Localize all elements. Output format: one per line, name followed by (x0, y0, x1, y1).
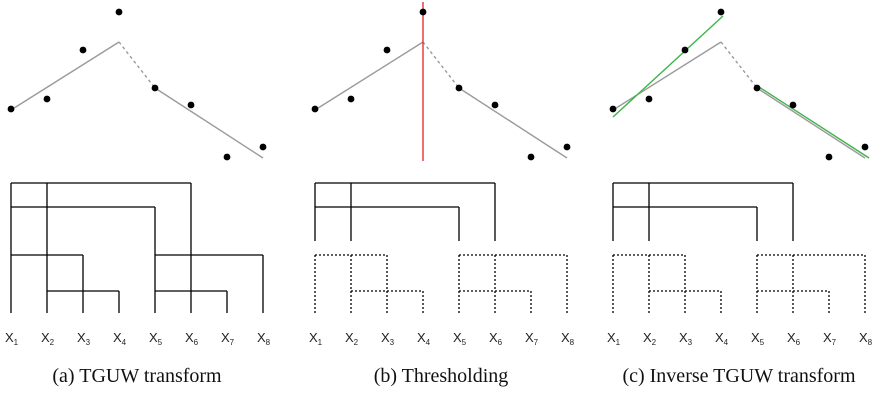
x-label-subscript: 5 (158, 338, 163, 347)
x-label-subscript: 6 (796, 338, 801, 347)
panel-inverse-tguw-transform: X1 X2 X3 X4 X5 X6 X7 X8 (c) Inverse TGUW transfo… (607, 8, 873, 387)
x-label: X3 (381, 330, 395, 347)
tree-lower-dotted (612, 254, 866, 313)
data-point (609, 105, 617, 113)
data-point (563, 143, 571, 151)
data-point (7, 105, 15, 113)
data-point (347, 95, 355, 103)
fit-line (314, 41, 424, 111)
data-point (717, 8, 725, 16)
data-point (151, 84, 159, 92)
tree-lower-dotted (314, 254, 568, 313)
data-point (311, 105, 319, 113)
x-label-subscript: 1 (318, 338, 323, 347)
data-point (259, 143, 267, 151)
x-label: X6 (489, 330, 503, 347)
x-label-subscript: 7 (534, 338, 539, 347)
panel-caption: (a) TGUW transform (52, 365, 222, 387)
data-point (43, 95, 51, 103)
x-label: X3 (679, 330, 693, 347)
data-point (789, 101, 797, 109)
data-point (753, 84, 761, 92)
x-label-subscript: 5 (462, 338, 467, 347)
x-label: X2 (345, 330, 359, 347)
x-label: X4 (417, 330, 431, 347)
data-point (527, 153, 535, 161)
data-point (419, 8, 427, 16)
x-label-subscript: 4 (724, 338, 729, 347)
data-point (861, 143, 869, 151)
x-label-subscript: 3 (688, 338, 693, 347)
x-label-subscript: 2 (354, 338, 359, 347)
x-label: X2 (41, 330, 55, 347)
x-label: X6 (787, 330, 801, 347)
x-label: X5 (751, 330, 765, 347)
reconstruction-line (612, 15, 724, 118)
x-label-subscript: 6 (498, 338, 503, 347)
panel-caption: (b) Thresholding (374, 365, 509, 387)
x-label-subscript: 6 (194, 338, 199, 347)
x-label: X8 (561, 330, 575, 347)
fit-line (756, 87, 866, 159)
x-label: X7 (823, 330, 837, 347)
panel-tguw-transform: X1 X2 X3 X4 X5 X6 X7 X8 (a) TGUW transform (5, 8, 271, 387)
x-label: X4 (113, 330, 127, 347)
x-label: X7 (221, 330, 235, 347)
data-point (79, 46, 87, 54)
data-point (455, 84, 463, 92)
x-label-subscript: 3 (390, 338, 395, 347)
x-label-subscript: 8 (266, 338, 271, 347)
x-label-subscript: 5 (760, 338, 765, 347)
tree-solid (10, 182, 264, 313)
tree-top-solid (612, 182, 794, 241)
fit-line-dashed (720, 41, 758, 89)
fit-line-dashed (118, 41, 156, 89)
data-point (681, 46, 689, 54)
x-label-subscript: 2 (50, 338, 55, 347)
x-label-subscript: 1 (616, 338, 621, 347)
data-point (223, 153, 231, 161)
x-label-subscript: 2 (652, 338, 657, 347)
x-label: X8 (859, 330, 873, 347)
x-label-subscript: 7 (230, 338, 235, 347)
fit-line (10, 41, 120, 111)
x-label: X1 (309, 330, 323, 347)
x-label-subscript: 1 (14, 338, 19, 347)
x-label: X1 (5, 330, 19, 347)
x-label: X6 (185, 330, 199, 347)
x-label-subscript: 4 (426, 338, 431, 347)
x-label: X2 (643, 330, 657, 347)
data-point (491, 101, 499, 109)
tree-top-solid (314, 182, 496, 241)
x-label-subscript: 3 (86, 338, 91, 347)
x-label: X5 (453, 330, 467, 347)
x-label-subscript: 4 (122, 338, 127, 347)
x-label: X7 (525, 330, 539, 347)
x-label: X3 (77, 330, 91, 347)
fit-line-dashed (422, 41, 460, 89)
x-label: X5 (149, 330, 163, 347)
data-point (825, 153, 833, 161)
panel-caption: (c) Inverse TGUW transform (622, 365, 856, 387)
x-label-subscript: 8 (868, 338, 873, 347)
data-point (645, 95, 653, 103)
fit-line (612, 41, 722, 111)
data-point (383, 46, 391, 54)
x-label-subscript: 8 (570, 338, 575, 347)
data-point (115, 8, 123, 16)
fit-line (154, 87, 264, 159)
x-label-subscript: 7 (832, 338, 837, 347)
fit-line (458, 87, 568, 159)
x-label: X8 (257, 330, 271, 347)
x-label: X1 (607, 330, 621, 347)
panel-thresholding: X1 X2 X3 X4 X5 X6 X7 X8 (b) Thresholding (309, 2, 575, 387)
data-point (187, 101, 195, 109)
x-label: X4 (715, 330, 729, 347)
reconstruction-line (758, 86, 870, 159)
